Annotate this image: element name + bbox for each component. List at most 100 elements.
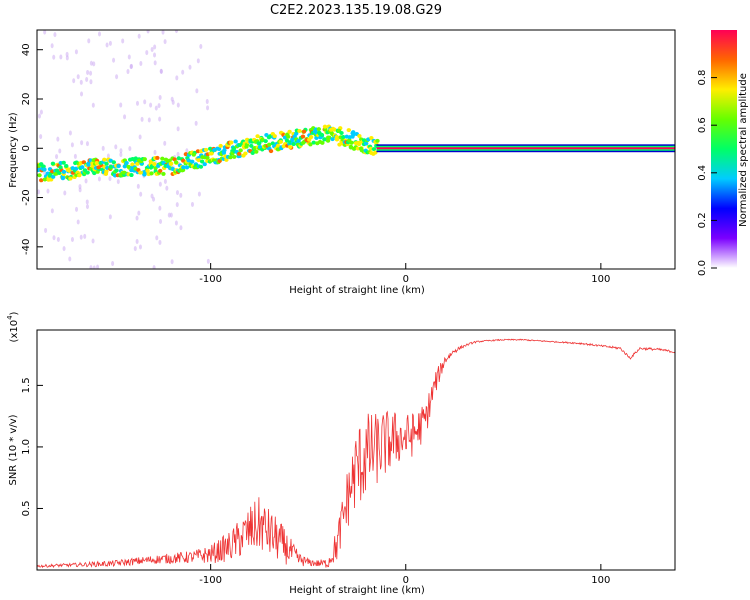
spectrogram-speck	[206, 258, 210, 264]
spectrogram-speck	[185, 148, 189, 154]
spectrogram-speck	[44, 227, 48, 233]
spectrogram-speck	[86, 69, 90, 75]
spectrogram-cell	[73, 166, 79, 171]
spectrogram-speck	[92, 265, 96, 269]
spectrogram-speck	[136, 183, 140, 189]
snr-ytick-label: 0.5	[21, 501, 32, 517]
spectrogram-speck	[91, 102, 95, 108]
spectrogram-speck	[116, 179, 120, 185]
spectrogram-speck	[158, 181, 162, 187]
spectrogram-speck	[91, 238, 95, 244]
spectrogram-speck	[139, 60, 143, 66]
spectrogram-cell	[61, 160, 66, 165]
spectrogram-ytick-label: -40	[21, 239, 32, 255]
spectrogram-speck	[195, 88, 199, 94]
spectrogram-cell	[371, 147, 377, 152]
spectrogram-cell	[104, 161, 109, 166]
spectrogram-speck	[52, 235, 56, 241]
spectrogram-cell	[142, 157, 147, 162]
spectrogram-speck	[74, 49, 78, 55]
spectrogram-speck	[84, 178, 88, 184]
spectrogram-speck	[159, 218, 163, 224]
spectrogram-cell	[116, 164, 121, 169]
spectrogram-speck	[87, 38, 91, 44]
spectrogram-cell	[272, 134, 277, 139]
spectrogram-cell	[126, 164, 131, 169]
spectrogram-speck	[197, 191, 201, 197]
spectrogram-cell	[349, 140, 354, 145]
snr-xtick-label: 100	[591, 575, 610, 586]
spectrogram-cell	[233, 139, 238, 144]
spectrogram-speck	[108, 40, 112, 46]
spectrogram-cell	[104, 169, 109, 174]
colorbar-tick-label: 0.8	[697, 70, 708, 86]
figure-title: C2E2.2023.135.19.08.G29	[270, 3, 442, 18]
spectrogram-cell	[287, 144, 293, 149]
spectrogram-heatmap	[37, 30, 675, 269]
spectrogram-cell	[335, 136, 340, 141]
spectrogram-cell	[68, 176, 73, 181]
spectrogram-cell	[218, 143, 223, 148]
spectrogram-cell	[268, 149, 274, 154]
spectrogram-cell	[311, 140, 316, 145]
colorbar-tick-label: 0.2	[697, 212, 708, 228]
spectrogram-speck	[89, 70, 93, 76]
spectrogram-ytick-label: -20	[21, 189, 32, 205]
spectrogram-speck	[108, 176, 112, 182]
spectrogram-cell	[158, 168, 163, 173]
spectrogram-cell	[256, 141, 261, 146]
spectrogram-cell	[222, 148, 227, 153]
spectrogram-cell	[286, 134, 291, 139]
spectrogram-speck	[43, 30, 47, 35]
spectrogram-speck	[68, 256, 72, 262]
spectrogram-speck	[206, 105, 210, 111]
spectrogram-speck	[139, 191, 143, 197]
spectrogram-cell	[135, 161, 140, 166]
spectrogram-speck	[163, 140, 167, 146]
spectrogram-cell	[255, 134, 260, 139]
spectrogram-cell	[80, 165, 85, 170]
spectrogram-speck	[158, 239, 162, 245]
spectrogram-cell	[58, 165, 63, 170]
spectrogram-speck	[85, 204, 89, 210]
spectrogram-cell	[196, 158, 201, 163]
spectrogram-cell	[208, 146, 213, 151]
spectrogram-ticks: -100 0 100 -40 -20 0 20 40	[21, 43, 610, 285]
spectrogram-cell	[316, 127, 322, 132]
colorbar-label: Normalized spectral amplitude	[738, 73, 749, 227]
colorbar-tick-label: 0.0	[697, 260, 708, 276]
spectrogram-speck	[63, 190, 67, 196]
spectrogram-speck	[101, 145, 105, 151]
spectrogram-speck	[119, 148, 123, 154]
spectrogram-speck	[196, 58, 200, 64]
spectrogram-speck	[79, 79, 83, 85]
spectrogram-cell	[278, 139, 283, 144]
spectrogram-speck	[130, 63, 134, 69]
snr-multiplier: (x104)	[6, 311, 20, 342]
snr-ytick-label: 1.0	[21, 439, 32, 455]
spectrogram-speck	[70, 142, 74, 148]
spectrogram-cell	[236, 151, 242, 156]
spectrogram-speck	[106, 153, 110, 159]
spectrogram-ytick-label: 40	[21, 43, 32, 56]
spectrogram-speck	[158, 205, 162, 211]
spectrogram-speck	[176, 102, 180, 108]
spectrogram-speck	[205, 99, 209, 105]
spectrogram-speck	[83, 233, 87, 239]
spectrogram-speck	[140, 116, 144, 122]
spectrogram-speck	[179, 192, 183, 198]
spectrogram-cell	[205, 155, 210, 160]
spectrogram-cell	[191, 152, 196, 157]
snr-ytick-label: 1.5	[21, 377, 32, 393]
spectrogram-speck	[128, 146, 132, 152]
spectrogram-cell	[133, 156, 138, 161]
spectrogram-speck	[62, 246, 66, 252]
spectrogram-cell	[145, 168, 150, 173]
spectrogram-cell	[337, 142, 342, 147]
spectrogram-cell	[37, 173, 42, 178]
spectrogram-speck	[89, 79, 93, 85]
spectrogram-speck	[80, 91, 84, 97]
spectrogram-speck	[108, 214, 112, 220]
spectrogram-speck	[127, 54, 131, 60]
spectrogram-cell	[85, 170, 90, 175]
